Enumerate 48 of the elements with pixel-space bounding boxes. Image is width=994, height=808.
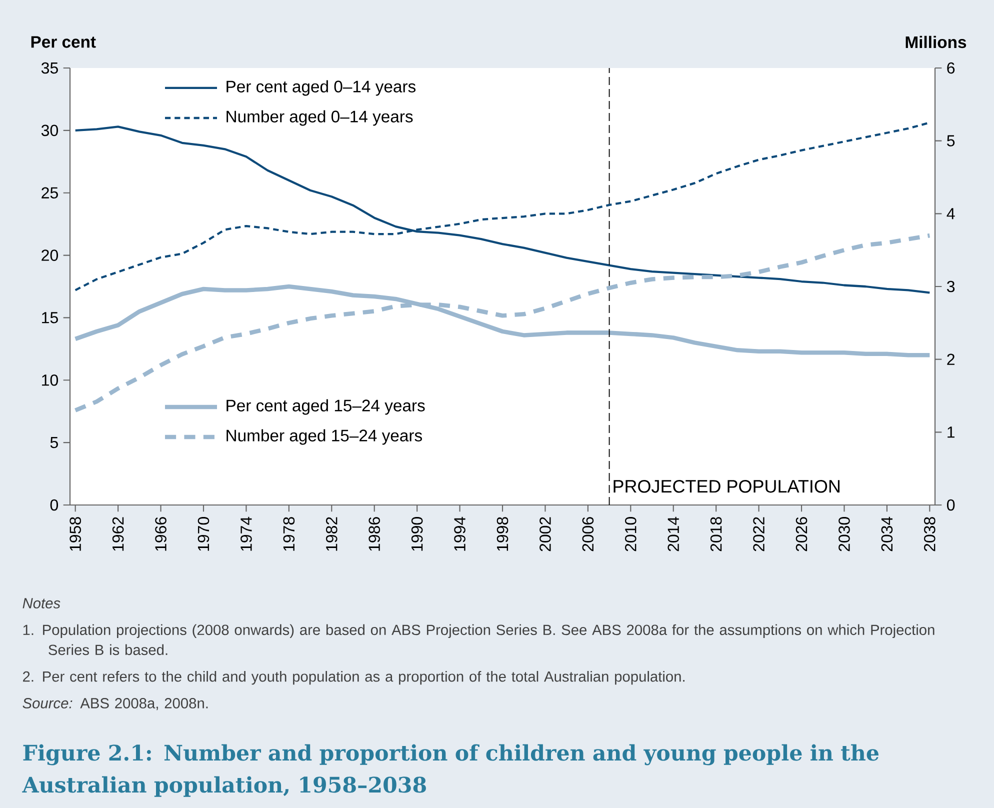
x-tick-label: 2030 — [838, 517, 850, 552]
text: Figure 2.1: Number and proportion of children and young people in the Australian population, 1958–2038 — [22, 744, 879, 797]
y-tick-label: 30 — [41, 124, 58, 136]
x-tick-label: 2010 — [624, 517, 636, 552]
x-tick-label: 2006 — [582, 517, 594, 552]
ref-line-label: PROJECTED POPULATION — [614, 480, 840, 493]
y-axis-title: Per cent — [31, 36, 96, 48]
legend-label: Number aged 15–24 years — [226, 429, 422, 445]
x-tick-label: 1966 — [155, 517, 166, 551]
text: 2. Per cent refers to the child and youth population as a proportion of the total Australian population. — [23, 670, 684, 685]
x-tick-label: 2038 — [924, 517, 936, 552]
x-tick-label: 2018 — [710, 517, 722, 552]
text: Notes — [22, 598, 60, 608]
y2-tick-label: 3 — [946, 280, 955, 292]
x-tick-label: 1978 — [283, 517, 295, 551]
y-tick-label: 25 — [42, 187, 58, 199]
x-tick-label: 1982 — [326, 517, 338, 551]
y-tick-label: 10 — [42, 374, 58, 386]
y-tick-label: 15 — [42, 312, 58, 324]
y2-axis-title: Millions — [906, 36, 966, 48]
y-tick-label: 20 — [42, 250, 58, 261]
legend-label: Per cent aged 0–14 years — [226, 80, 416, 96]
x-tick-label: 2022 — [753, 517, 764, 552]
y-tick-label: 35 — [41, 62, 58, 74]
y2-tick-label: 0 — [947, 499, 955, 511]
y2-tick-label: 1 — [948, 426, 954, 438]
y2-tick-label: 5 — [947, 135, 955, 146]
x-tick-label: 2034 — [881, 516, 893, 552]
x-tick-label: 1974 — [240, 516, 252, 551]
y-tick-label: 0 — [50, 499, 58, 511]
x-tick-label: 1970 — [198, 517, 210, 551]
x-tick-label: 1994 — [454, 516, 466, 551]
x-tick-label: 2014 — [668, 516, 680, 552]
text: 1. Population projections (2008 onwards) are based on ABS Projection Series B. See ABS 2008a for the assumptions on which Projection Series B is based. — [23, 624, 934, 656]
x-tick-label: 2002 — [540, 517, 551, 552]
legend-label: Number aged 0–14 years — [226, 110, 413, 126]
y2-tick-label: 6 — [947, 62, 955, 74]
y2-tick-label: 4 — [946, 208, 955, 220]
text: Source: ABS 2008a, 2008n. — [22, 698, 208, 710]
x-tick-label: 1962 — [112, 517, 124, 551]
x-tick-label: 1986 — [368, 517, 380, 551]
x-tick-label: 2026 — [796, 517, 808, 552]
legend-label: Per cent aged 15–24 years — [226, 399, 425, 415]
x-tick-label: 1990 — [411, 517, 423, 551]
y-tick-label: 5 — [50, 436, 58, 448]
y2-tick-label: 2 — [947, 354, 954, 365]
x-tick-label: 1998 — [496, 517, 508, 551]
x-tick-label: 1958 — [70, 517, 81, 551]
